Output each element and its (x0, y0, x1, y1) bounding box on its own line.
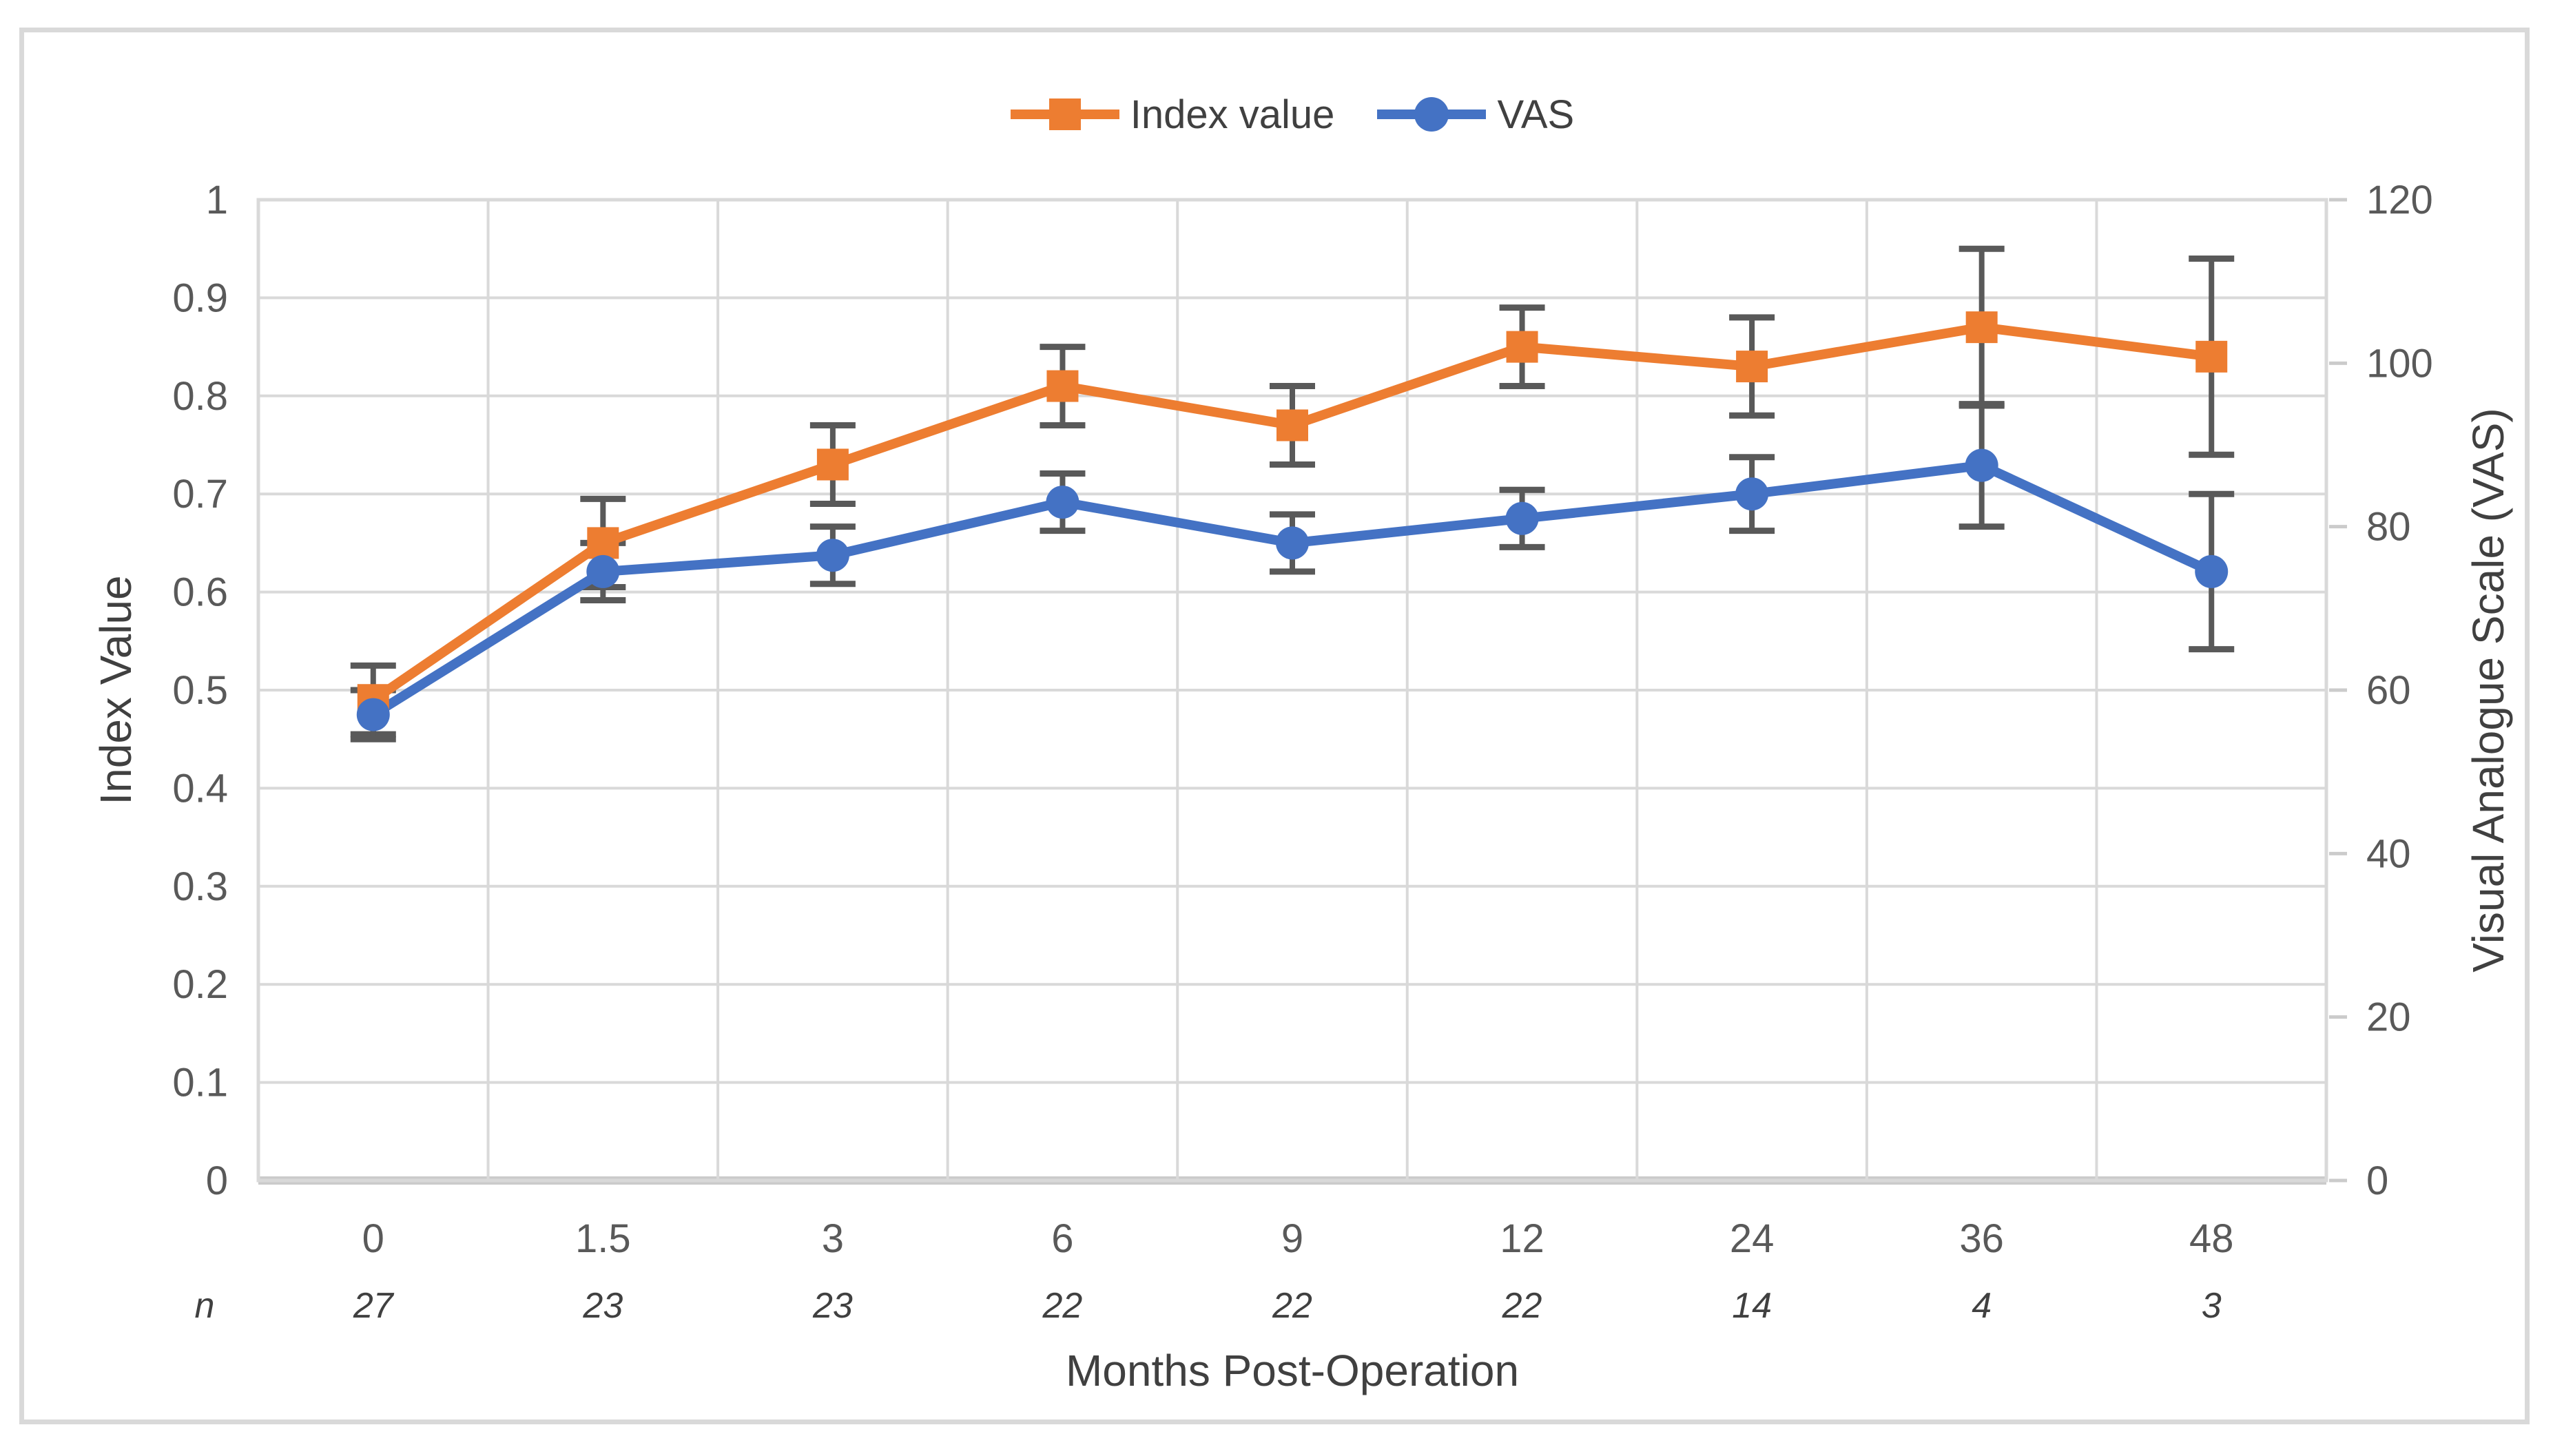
y-right-axis-title: Visual Analogue Scale (VAS) (2463, 408, 2513, 972)
y-left-tick-label: 0.8 (172, 374, 228, 419)
vas-series-icon (1377, 95, 1487, 134)
data-point-marker-index-value (816, 448, 849, 481)
data-point-marker-vas (816, 539, 849, 572)
n-value-label: 4 (1972, 1286, 1992, 1326)
x-category-label: 24 (1730, 1216, 1775, 1261)
y-left-tick-label: 0.7 (172, 472, 228, 517)
y-right-tick-label: 100 (2366, 341, 2433, 386)
legend-label: Index value (1130, 92, 1335, 137)
y-left-tick-label: 0.5 (172, 668, 228, 713)
figure-border (19, 28, 2530, 1424)
n-value-label: 22 (1272, 1286, 1312, 1326)
x-category-label: 9 (1281, 1216, 1303, 1261)
data-point-marker-index-value (2195, 340, 2228, 373)
data-point-marker-vas (1276, 526, 1309, 560)
legend-item-index-value: Index value (1010, 92, 1335, 138)
y-right-tick-label: 120 (2366, 178, 2433, 222)
y-right-tick-label: 80 (2366, 505, 2411, 550)
x-category-label: 3 (822, 1216, 844, 1261)
data-point-marker-index-value (1276, 409, 1308, 441)
n-value-label: 22 (1502, 1286, 1542, 1326)
n-value-label: 27 (353, 1286, 395, 1326)
circle-marker-icon (1414, 97, 1449, 132)
data-point-marker-vas (356, 698, 390, 731)
y-right-tick-label: 60 (2366, 668, 2411, 713)
y-left-tick-label: 1 (206, 178, 228, 222)
x-category-label: 0 (362, 1216, 384, 1261)
data-point-marker-vas (1965, 448, 1998, 482)
data-point-marker-index-value (1506, 331, 1538, 363)
plot-border (256, 198, 2328, 1183)
legend-item-vas: VAS (1377, 92, 1574, 138)
n-value-label: 14 (1732, 1286, 1772, 1326)
n-value-label: 3 (2202, 1286, 2222, 1326)
data-point-marker-index-value (1965, 311, 1998, 344)
x-category-label: 6 (1051, 1216, 1073, 1261)
legend-label: VAS (1497, 92, 1575, 137)
y-left-tick-label: 0.3 (172, 864, 228, 909)
y-left-tick-label: 0.2 (172, 962, 228, 1007)
y-left-tick-label: 0 (206, 1158, 228, 1203)
x-axis-title: Months Post-Operation (1066, 1346, 1519, 1395)
data-point-marker-index-value (1736, 351, 1768, 383)
x-category-label: 36 (1959, 1216, 2004, 1261)
y-left-tick-label: 0.1 (172, 1061, 228, 1105)
square-marker-icon (1048, 98, 1081, 130)
n-value-label: 23 (582, 1286, 623, 1326)
data-point-marker-index-value (1046, 370, 1079, 402)
y-left-axis-title: Index Value (91, 575, 141, 804)
data-point-marker-vas (2195, 554, 2229, 588)
y-right-tick-label: 0 (2366, 1158, 2388, 1203)
series-line-vas (368, 460, 2217, 720)
n-value-label: 22 (1042, 1286, 1083, 1326)
n-row-header: n (195, 1286, 215, 1326)
x-category-label: 1.5 (575, 1216, 631, 1261)
y-left-tick-label: 0.9 (172, 275, 228, 320)
y-right-tick-label: 40 (2366, 831, 2411, 876)
data-point-marker-vas (1505, 501, 1539, 535)
data-point-marker-index-value (587, 527, 619, 559)
data-point-marker-vas (1046, 486, 1079, 519)
x-category-label: 48 (2189, 1216, 2234, 1261)
x-category-label: 12 (1500, 1216, 1544, 1261)
y-right-tick-label: 20 (2366, 995, 2411, 1040)
chart-legend: Index value VAS (258, 92, 2326, 137)
data-point-marker-vas (1735, 477, 1769, 511)
index-value-series-icon (1010, 95, 1119, 134)
y-left-tick-label: 0.6 (172, 570, 228, 615)
n-value-label: 23 (812, 1286, 853, 1326)
y-left-tick-label: 0.4 (172, 766, 228, 811)
data-point-marker-vas (586, 554, 620, 588)
